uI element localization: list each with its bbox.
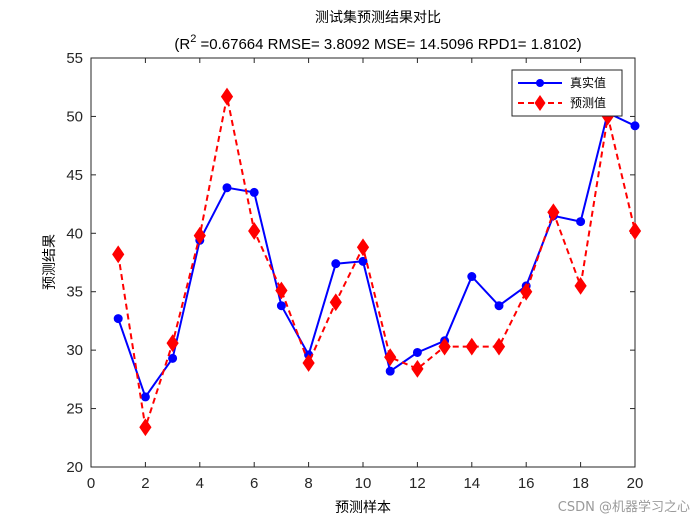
data-point-true-10 [358,256,368,266]
legend-label-1: 真实值 [570,75,606,90]
data-point-true-14 [467,272,477,282]
subtitle-rest: =0.67664 RMSE= 3.8092 MSE= 14.5096 RPD1=… [196,36,581,53]
data-point-pred-4 [193,226,206,245]
data-point-pred-14 [465,337,478,356]
data-point-true-5 [222,183,232,193]
subtitle-prefix: (R [174,36,190,53]
data-point-pred-16 [520,282,533,301]
y-tick-label: 35 [66,284,83,301]
subtitle-superscript: 2 [190,33,196,45]
x-tick-label: 16 [518,475,535,492]
y-tick-label: 45 [66,167,83,184]
data-point-pred-18 [574,276,587,295]
data-point-true-3 [168,353,178,363]
data-point-pred-9 [329,293,342,312]
series-line-2 [117,95,636,429]
legend-label-2: 预测值 [570,95,606,110]
data-point-pred-6 [248,222,261,240]
legend-box [511,69,623,117]
x-tick-label: 4 [196,475,204,492]
data-point-true-1 [113,314,123,324]
y-tick-label: 20 [66,459,83,476]
data-point-pred-15 [492,337,506,356]
data-point-pred-2 [139,418,152,437]
data-point-pred-17 [547,203,560,222]
x-tick-label: 10 [355,475,372,492]
y-tick-label: 25 [66,401,83,418]
data-point-pred-1 [112,245,125,264]
data-point-pred-10 [356,238,370,257]
chart-title: 测试集预测结果对比 [315,9,441,26]
y-tick-label: 50 [66,108,83,125]
x-tick-label: 14 [463,475,480,492]
watermark: CSDN @机器学习之心 [558,499,690,515]
data-point-true-6 [249,187,259,197]
y-tick-label: 55 [66,50,83,67]
x-tick-label: 8 [304,475,312,492]
data-point-true-20 [630,121,640,131]
x-tick-label: 2 [141,475,149,492]
data-point-true-15 [494,301,504,311]
data-point-true-12 [412,347,422,357]
y-tick-label: 30 [66,342,83,359]
data-point-pred-3 [166,334,179,353]
legend-marker-diamond [534,95,546,111]
x-axis-label: 预测样本 [335,500,391,516]
x-tick-label: 12 [409,475,426,492]
y-axis-label: 预测结果 [42,234,58,290]
data-point-pred-11 [384,348,397,367]
data-point-pred-20 [628,222,642,240]
chart-subtitle: (R2 =0.67664 RMSE= 3.8092 MSE= 14.5096 R… [174,33,581,53]
x-tick-label: 18 [572,475,589,492]
data-point-pred-5 [220,87,234,106]
x-tick-label: 20 [627,475,644,492]
data-point-pred-13 [438,337,451,356]
data-point-pred-8 [302,354,315,372]
data-point-true-18 [576,217,586,227]
legend-marker-circle [536,79,544,87]
y-tick-label: 40 [66,225,83,242]
data-point-pred-7 [275,281,288,300]
data-point-true-9 [331,259,341,269]
x-tick-label: 6 [250,475,258,492]
data-point-true-11 [385,366,395,376]
data-point-true-7 [276,301,286,311]
data-point-true-2 [140,392,150,402]
x-tick-label: 0 [87,475,95,492]
data-point-pred-12 [411,359,424,378]
